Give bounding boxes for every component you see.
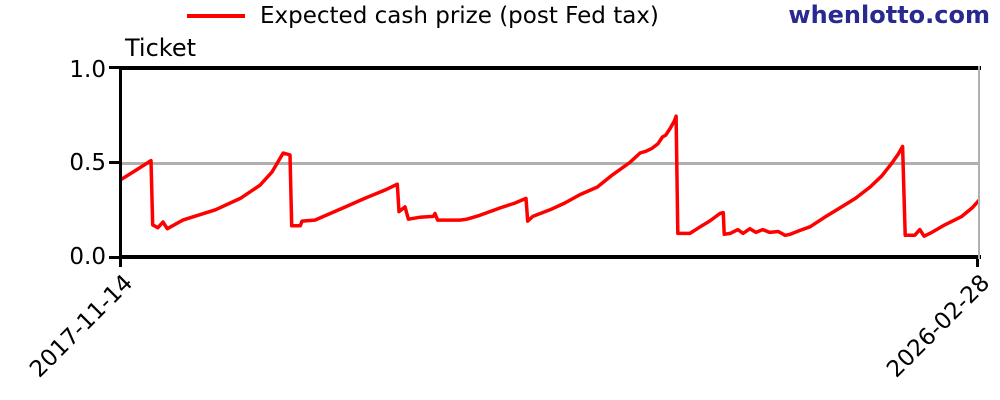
gridline-0p5 — [122, 162, 978, 165]
y-tick-label-0p5: 0.5 — [69, 150, 106, 176]
bottom-spine — [119, 255, 981, 259]
x-tick-label-end-date: 2026-02-28 — [882, 270, 996, 383]
right-spine — [978, 66, 980, 259]
x-tick-label-start-date: 2017-11-14 — [25, 270, 139, 383]
legend-red-line-swatch — [187, 14, 245, 18]
left-spine — [119, 66, 122, 259]
chart-title: Ticket — [125, 34, 197, 62]
y-tick-0p5 — [109, 161, 120, 164]
x-tick-start — [119, 259, 122, 267]
series-svg — [121, 114, 979, 238]
y-tick-1p0 — [109, 66, 120, 69]
watermark-whenlotto: whenlotto.com — [788, 1, 990, 29]
y-tick-0p0 — [109, 256, 120, 259]
legend-label: Expected cash prize (post Fed tax) — [260, 3, 659, 29]
y-tick-label-1p0: 1.0 — [69, 57, 106, 83]
x-tick-end — [976, 259, 979, 267]
top-spine — [119, 66, 981, 70]
legend: Expected cash prize (post Fed tax) — [187, 3, 659, 29]
y-tick-label-0p0: 0.0 — [69, 244, 106, 270]
